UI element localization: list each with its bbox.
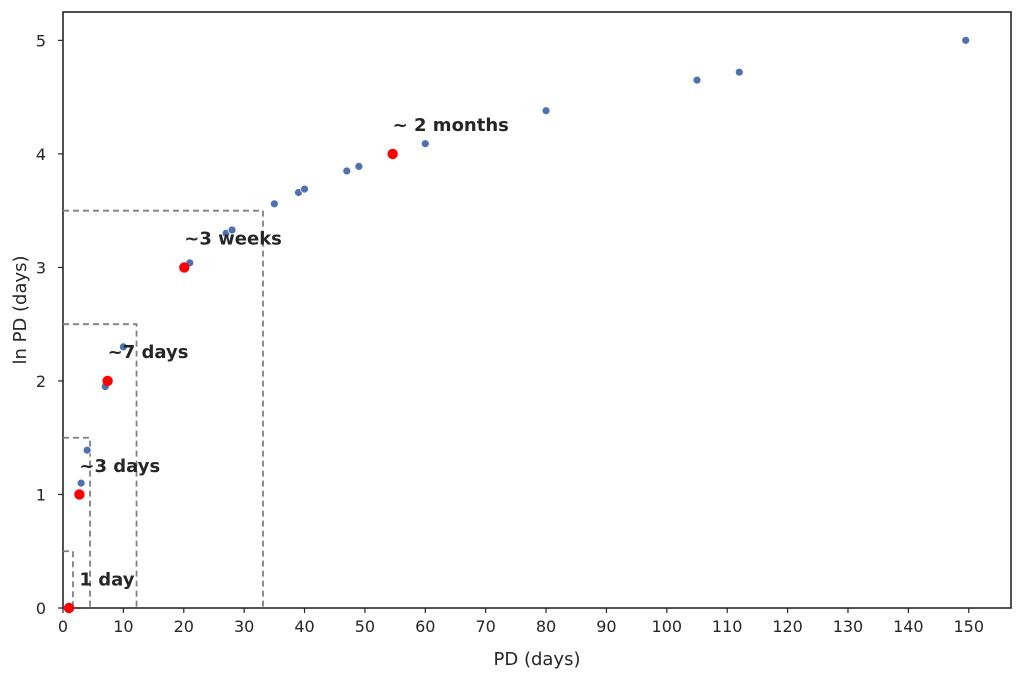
x-tick-label-13: 130: [833, 617, 864, 636]
x-axis-ticks: 0 10 20 30 40 50 60 70 80 90 100 110 120 130 140 150: [58, 608, 984, 636]
data-point-7: [269, 199, 279, 209]
reference-box-3: [63, 209, 264, 608]
annotation-0: 1 day: [79, 569, 134, 590]
y-tick-label-0: 0: [36, 599, 46, 618]
reference-box-0: [63, 550, 74, 608]
data-point-14: [692, 75, 702, 85]
data-point-16: [961, 35, 971, 45]
data-points: [63, 35, 971, 614]
y-axis-label: ln PD (days): [10, 255, 31, 364]
data-point-13: [541, 106, 551, 116]
x-tick-label-15: 150: [953, 617, 984, 636]
annotation-3: ~3 weeks: [184, 229, 282, 250]
x-tick-label-10: 100: [652, 617, 683, 636]
x-tick-label-4: 40: [294, 617, 314, 636]
y-tick-label-2: 2: [36, 372, 46, 391]
x-tick-label-11: 110: [712, 617, 743, 636]
highlight-point-0: [63, 602, 75, 614]
highlight-point-2: [102, 375, 113, 387]
reference-box-2: [63, 323, 138, 608]
y-tick-label-5: 5: [36, 31, 46, 50]
x-tick-label-14: 140: [893, 617, 924, 636]
data-point-12: [420, 139, 430, 149]
x-tick-label-1: 10: [113, 617, 133, 636]
data-point-3: [118, 342, 128, 352]
data-point-0: [76, 478, 86, 488]
y-tick-label-1: 1: [36, 485, 46, 504]
highlight-point-3: [179, 262, 190, 273]
x-tick-label-9: 90: [596, 617, 616, 636]
y-tick-label-4: 4: [36, 145, 46, 164]
reference-boxes: [63, 209, 264, 608]
annotation-1: ~3 days: [79, 456, 160, 477]
x-tick-label-3: 30: [234, 617, 254, 636]
y-axis-ticks: 0 1 2 3 4 5: [36, 31, 63, 618]
data-point-6: [227, 225, 237, 235]
highlight-point-4: [387, 148, 398, 160]
x-axis-label: PD (days): [494, 649, 581, 670]
data-point-1: [82, 445, 92, 455]
x-tick-label-12: 120: [772, 617, 803, 636]
x-tick-label-8: 80: [536, 617, 556, 636]
data-point-10: [342, 166, 352, 176]
x-tick-label-2: 20: [174, 617, 194, 636]
annotation-2: ~7 days: [108, 342, 189, 363]
plot-frame: [62, 11, 1012, 609]
annotations: 1 day ~3 days ~7 days ~3 weeks ~ 2 months: [79, 115, 508, 590]
x-tick-label-0: 0: [58, 617, 68, 636]
x-tick-label-7: 70: [475, 617, 495, 636]
x-tick-label-6: 60: [415, 617, 435, 636]
y-tick-label-3: 3: [36, 258, 46, 277]
reference-box-1: [63, 436, 91, 608]
data-point-11: [354, 161, 364, 171]
data-point-15: [734, 67, 744, 77]
highlight-point-1: [74, 489, 85, 500]
annotation-4: ~ 2 months: [393, 115, 509, 136]
data-point-9: [300, 184, 309, 194]
x-tick-label-5: 50: [355, 617, 375, 636]
